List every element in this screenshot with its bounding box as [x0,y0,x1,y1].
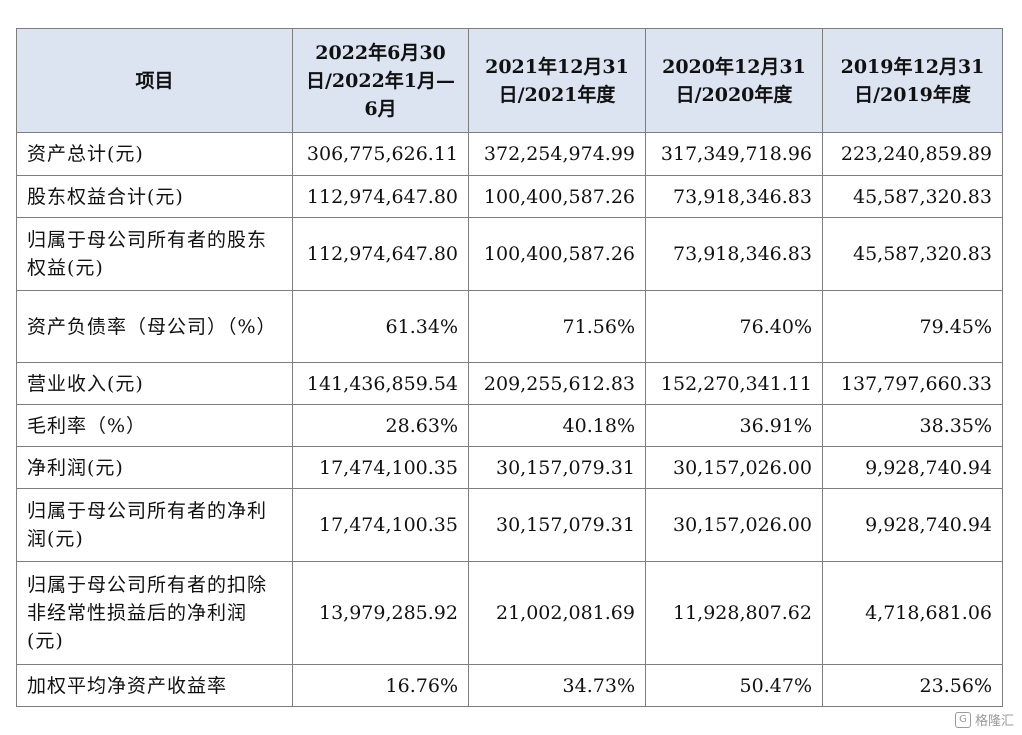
cell-value: 112,974,647.80 [292,175,469,218]
cell-value: 21,002,081.69 [468,561,646,665]
row-label: 归属于母公司所有者的净利润(元) [16,488,293,562]
cell-value: 223,240,859.89 [822,132,1003,176]
cell-value: 36.91% [645,404,823,447]
cell-value: 17,474,100.35 [292,488,469,562]
cell-value: 23.56% [822,664,1003,707]
cell-value: 45,587,320.83 [822,217,1003,291]
table-row: 加权平均净资产收益率 16.76% 34.73% 50.47% 23.56% [16,664,1003,707]
table-row: 资产负债率（母公司）（%） 61.34% 71.56% 76.40% 79.45… [16,290,1003,363]
cell-value: 28.63% [292,404,469,447]
cell-value: 30,157,026.00 [645,488,823,562]
row-label: 资产总计(元) [16,132,293,176]
table-row: 归属于母公司所有者的股东权益(元) 112,974,647.80 100,400… [16,217,1003,291]
row-label: 毛利率（%） [16,404,293,447]
table-row: 毛利率（%） 28.63% 40.18% 36.91% 38.35% [16,404,1003,447]
cell-value: 38.35% [822,404,1003,447]
table-row: 股东权益合计(元) 112,974,647.80 100,400,587.26 … [16,175,1003,218]
cell-value: 9,928,740.94 [822,488,1003,562]
cell-value: 73,918,346.83 [645,217,823,291]
cell-value: 11,928,807.62 [645,561,823,665]
cell-value: 16.76% [292,664,469,707]
row-label: 归属于母公司所有者的股东权益(元) [16,217,293,291]
cell-value: 30,157,026.00 [645,446,823,489]
row-label: 净利润(元) [16,446,293,489]
cell-value: 34.73% [468,664,646,707]
cell-value: 76.40% [645,290,823,363]
cell-value: 17,474,100.35 [292,446,469,489]
table-header-row: 项目 2022年6月30日/2022年1月—6月 2021年12月31日/202… [16,28,1003,133]
cell-value: 45,587,320.83 [822,175,1003,218]
cell-value: 100,400,587.26 [468,175,646,218]
header-2019: 2019年12月31日/2019年度 [822,28,1003,133]
cell-value: 209,255,612.83 [468,362,646,405]
cell-value: 372,254,974.99 [468,132,646,176]
table-row: 营业收入(元) 141,436,859.54 209,255,612.83 15… [16,362,1003,405]
watermark-text: 格隆汇 [974,714,1014,729]
header-2021: 2021年12月31日/2021年度 [468,28,646,133]
cell-value: 13,979,285.92 [292,561,469,665]
row-label: 归属于母公司所有者的扣除非经常性损益后的净利润(元) [16,561,293,665]
cell-value: 9,928,740.94 [822,446,1003,489]
gelonghui-logo-icon: G [954,711,971,728]
cell-value: 30,157,079.31 [468,488,646,562]
row-label: 股东权益合计(元) [16,175,293,218]
table-row: 净利润(元) 17,474,100.35 30,157,079.31 30,15… [16,446,1003,489]
cell-value: 61.34% [292,290,469,363]
header-2022h1: 2022年6月30日/2022年1月—6月 [292,28,469,133]
table-row: 资产总计(元) 306,775,626.11 372,254,974.99 31… [16,132,1003,176]
cell-value: 141,436,859.54 [292,362,469,405]
cell-value: 317,349,718.96 [645,132,823,176]
cell-value: 73,918,346.83 [645,175,823,218]
cell-value: 79.45% [822,290,1003,363]
table-row: 归属于母公司所有者的净利润(元) 17,474,100.35 30,157,07… [16,488,1003,562]
cell-value: 71.56% [468,290,646,363]
cell-value: 50.47% [645,664,823,707]
cell-value: 306,775,626.11 [292,132,469,176]
cell-value: 30,157,079.31 [468,446,646,489]
cell-value: 40.18% [468,404,646,447]
header-2020: 2020年12月31日/2020年度 [645,28,823,133]
row-label: 资产负债率（母公司）（%） [16,290,293,363]
row-label: 营业收入(元) [16,362,293,405]
cell-value: 4,718,681.06 [822,561,1003,665]
financial-table: 项目 2022年6月30日/2022年1月—6月 2021年12月31日/202… [16,28,1003,707]
watermark: G 格隆汇 [954,710,1014,729]
cell-value: 152,270,341.11 [645,362,823,405]
row-label: 加权平均净资产收益率 [16,664,293,707]
cell-value: 100,400,587.26 [468,217,646,291]
table-row: 归属于母公司所有者的扣除非经常性损益后的净利润(元) 13,979,285.92… [16,561,1003,665]
header-item: 项目 [16,28,293,133]
cell-value: 112,974,647.80 [292,217,469,291]
cell-value: 137,797,660.33 [822,362,1003,405]
